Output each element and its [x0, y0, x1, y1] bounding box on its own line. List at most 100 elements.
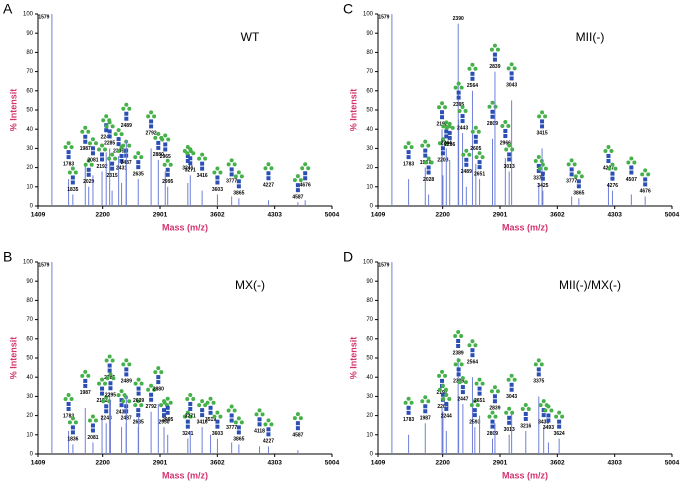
glycan-core: [83, 139, 88, 144]
peak-label: 4276: [607, 183, 618, 189]
glycan-mannose: [603, 148, 608, 153]
glycan-core: [473, 139, 478, 144]
glycan-core: [460, 114, 465, 119]
glycan-core: [444, 401, 449, 406]
glycan-mannose: [420, 143, 425, 148]
glycan-core: [472, 413, 477, 418]
glycan-core: [460, 119, 465, 124]
y-axis-title: % Intensit: [8, 337, 18, 380]
y-tick-label: 0: [30, 452, 34, 458]
glycan-mannose: [493, 414, 498, 419]
glycan-mannose: [73, 170, 78, 175]
glycan-core: [236, 179, 241, 184]
glycan-mannose: [208, 396, 213, 401]
y-tick-label: 50: [26, 108, 33, 114]
glycan-mannose: [121, 399, 126, 404]
glycan-core: [606, 153, 611, 158]
glycan-mannose: [507, 406, 512, 411]
glycan-core: [610, 171, 615, 176]
glycan-mannose: [489, 47, 494, 52]
peak-label: 3603: [212, 431, 223, 437]
glycan-core: [136, 408, 141, 413]
peak-label: 2244: [441, 413, 452, 419]
glycan-core: [165, 172, 170, 177]
glycan-mannose: [461, 152, 466, 157]
peak-label: 3865: [573, 191, 584, 197]
glycan-mannose: [124, 102, 129, 107]
glycan-mannose: [260, 412, 265, 417]
y-tick-label: 90: [366, 279, 373, 285]
glycan-core: [229, 413, 234, 418]
glycan-mannose: [87, 141, 92, 146]
peak-label: 1783: [403, 417, 414, 423]
glycan-mannose: [510, 410, 515, 415]
peak-label: 4587: [292, 194, 303, 200]
glycan-core: [229, 172, 234, 177]
glycan-core: [165, 410, 170, 415]
glycan-core: [185, 158, 190, 163]
peak-label: 3241: [182, 431, 193, 437]
glycan-mannose: [520, 406, 525, 411]
peak-label: 2192: [436, 122, 447, 128]
glycan-core: [107, 129, 112, 134]
peak-label: 3043: [506, 83, 517, 89]
glycan-mannose: [480, 381, 485, 386]
glycan-mannose: [239, 420, 244, 425]
glycan-mannose: [136, 399, 141, 404]
peak-label: 2564: [467, 360, 478, 366]
glycan-core: [509, 76, 514, 81]
glycan-core: [440, 378, 445, 383]
glycan-core: [546, 413, 551, 418]
y-tick-label: 0: [30, 204, 34, 210]
y-tick-label: 90: [26, 31, 33, 37]
glycan-mannose: [163, 133, 168, 138]
glycan-core: [464, 162, 469, 167]
peak-label: 2639: [133, 398, 144, 404]
glycan-mannose: [67, 170, 72, 175]
glycan-mannose: [533, 362, 538, 367]
panel: B MX(-) 0 10 20 30 40 50 60 70 80 90 100 1409 2200 2901…: [3, 249, 340, 481]
peak-label: 2390: [453, 16, 464, 22]
glycan-mannose: [464, 148, 469, 153]
glycan-core: [107, 363, 112, 368]
glycan-core: [426, 170, 431, 175]
glycan-core: [107, 368, 112, 373]
glycan-core: [477, 165, 482, 170]
x-tick-label: 5004: [665, 212, 680, 219]
glycan-core: [503, 129, 508, 133]
glycan-mannose: [136, 377, 141, 382]
peak-label: 2431: [116, 165, 127, 171]
glycan-mannose: [453, 362, 458, 367]
glycan-mannose: [489, 389, 494, 394]
glycan-mannose: [266, 162, 271, 167]
glycan-mannose: [456, 358, 461, 363]
glycan-mannose: [104, 358, 109, 363]
y-tick-label: 70: [26, 317, 33, 323]
y-tick-label: 80: [366, 298, 373, 304]
glycan-core: [229, 167, 234, 172]
glycan-core: [200, 161, 205, 166]
glycan-core: [156, 375, 161, 380]
glycan-core: [124, 367, 129, 372]
glycan-mannose: [554, 414, 559, 419]
glycan-mannose: [182, 414, 187, 419]
glycan-mannose: [540, 162, 545, 167]
glycan-mannose: [104, 124, 109, 129]
glycan-mannose: [459, 362, 464, 367]
glycan-mannose: [546, 404, 551, 409]
glycan-core: [229, 418, 234, 423]
glycan-mannose: [211, 400, 216, 405]
panel-title: MII(-)/MX(-): [559, 278, 621, 292]
glycan-mannose: [475, 403, 480, 408]
glycan-core: [90, 423, 95, 428]
glycan-core: [86, 167, 91, 172]
glycan-mannose: [86, 158, 91, 163]
glycan-mannose: [536, 154, 541, 159]
glycan-core: [490, 109, 495, 114]
glycan-mannose: [83, 125, 88, 130]
glycan-mannose: [443, 105, 448, 110]
glycan-core: [156, 145, 161, 150]
glycan-mannose: [510, 147, 515, 152]
peak-label: 3271: [185, 413, 196, 419]
glycan-mannose: [444, 125, 449, 130]
